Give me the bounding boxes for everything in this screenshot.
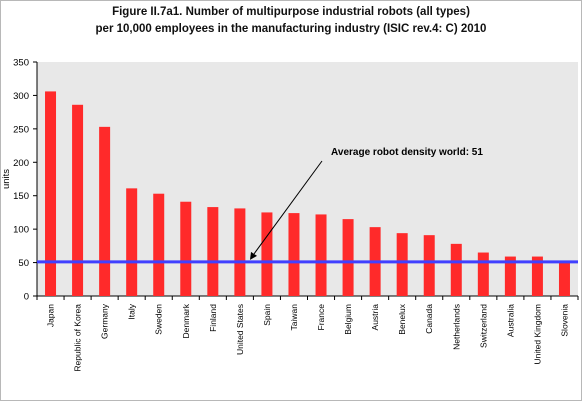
- annotation-arrow-head: [250, 251, 257, 260]
- bar: [72, 104, 84, 296]
- reference-line-label: Average robot density world: 51: [331, 147, 483, 158]
- x-tick-label: France: [316, 304, 326, 331]
- y-tick-label: 250: [13, 124, 29, 135]
- bar: [126, 188, 138, 296]
- x-tick-label: Germany: [100, 303, 110, 339]
- bar: [207, 207, 219, 296]
- annotation-arrow-line: [253, 160, 323, 255]
- x-tick-label: Republic of Korea: [73, 304, 83, 372]
- chart-title: Figure II.7a1. Number of multipurpose in…: [0, 4, 582, 38]
- chart-title-line-2: per 10,000 employees in the manufacturin…: [95, 23, 487, 35]
- bar: [396, 233, 408, 296]
- x-tick-label: Australia: [505, 304, 515, 337]
- x-tick-label: Switzerland: [478, 304, 488, 348]
- bar: [423, 235, 435, 296]
- y-axis-label: units: [1, 169, 12, 189]
- bar: [45, 91, 57, 296]
- x-tick-label: Italy: [127, 303, 137, 319]
- chart-title-line-1: Figure II.7a1. Number of multipurpose in…: [112, 6, 470, 18]
- y-tick-label: 100: [13, 225, 29, 236]
- x-tick-label: Austria: [370, 304, 380, 331]
- bar: [153, 193, 165, 296]
- y-tick-label: 0: [24, 292, 29, 303]
- x-tick-label: Finland: [208, 304, 218, 332]
- x-tick-label: Taiwan: [289, 304, 299, 331]
- x-tick-label: Benelux: [397, 303, 407, 334]
- x-tick-label: United States: [235, 304, 245, 355]
- y-tick-label: 200: [13, 158, 29, 169]
- x-tick-label: Sweden: [154, 304, 164, 335]
- x-tick-label: Japan: [46, 304, 56, 327]
- bar: [288, 213, 300, 296]
- y-tick-label: 300: [13, 91, 29, 102]
- x-tick-label: Denmark: [181, 303, 191, 338]
- bar: [504, 256, 516, 296]
- bar: [180, 201, 192, 296]
- reference-line-group: Average robot density world: 51: [37, 147, 578, 264]
- bar: [234, 208, 246, 296]
- y-tick-label: 50: [18, 258, 29, 269]
- bar: [558, 261, 570, 296]
- x-tick-label: United Kingdom: [532, 304, 542, 364]
- y-tick-label: 150: [13, 191, 29, 202]
- x-tick-label: Canada: [424, 304, 434, 334]
- bar: [261, 212, 273, 296]
- bar: [342, 219, 354, 296]
- x-tick-label: Netherlands: [451, 304, 461, 350]
- bars: [45, 91, 570, 296]
- bar: [531, 256, 543, 296]
- bar: [477, 252, 489, 296]
- x-tick-label: Slovenia: [559, 304, 569, 337]
- bar: [99, 126, 111, 296]
- x-tick-label: Belgium: [343, 304, 353, 335]
- bar: [450, 243, 462, 296]
- x-tick-label: Spain: [262, 304, 272, 326]
- bar: [315, 214, 327, 296]
- y-tick-label: 350: [13, 58, 29, 69]
